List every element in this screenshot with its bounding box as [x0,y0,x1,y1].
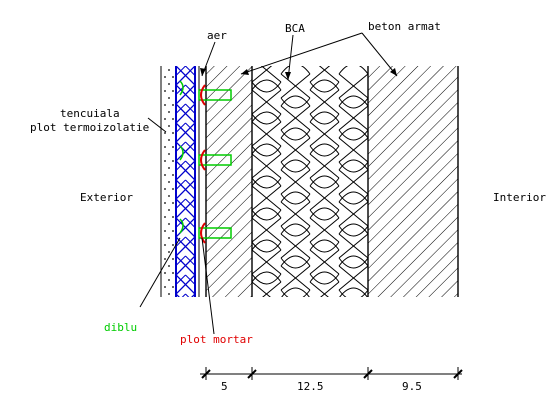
label-plot-termoizolatie: plot termoizolatie [30,121,149,134]
label-plot-mortar: plot mortar [180,333,253,346]
dimension-5: 5 [221,380,228,393]
label-diblu: diblu [104,321,137,334]
concrete-layer-exterior [206,66,253,297]
leader-lines [139,32,398,335]
fixings [179,80,232,244]
label-interior: Interior [493,191,546,204]
plaster-layer [160,66,174,297]
beton-leader-2 [361,32,398,77]
dimension-line: 5 12.5 9.5 [200,367,463,393]
bca-layer [252,66,369,297]
dimension-9-5: 9.5 [402,380,422,393]
label-tencuiala: tencuiala [60,107,120,120]
label-exterior: Exterior [80,191,133,204]
tencuiala-leader [147,117,167,133]
dimension-12-5: 12.5 [297,380,324,393]
insulation-layer [175,66,196,297]
mortar-leader [201,237,215,335]
diblu-leader [139,237,181,308]
arrowheads [200,68,397,80]
label-bca: BCA [285,22,305,35]
concrete-layer-interior [368,66,459,297]
label-beton-armat: beton armat [368,20,441,33]
beton-leader-1 [240,32,363,75]
label-aer: aer [207,29,227,42]
